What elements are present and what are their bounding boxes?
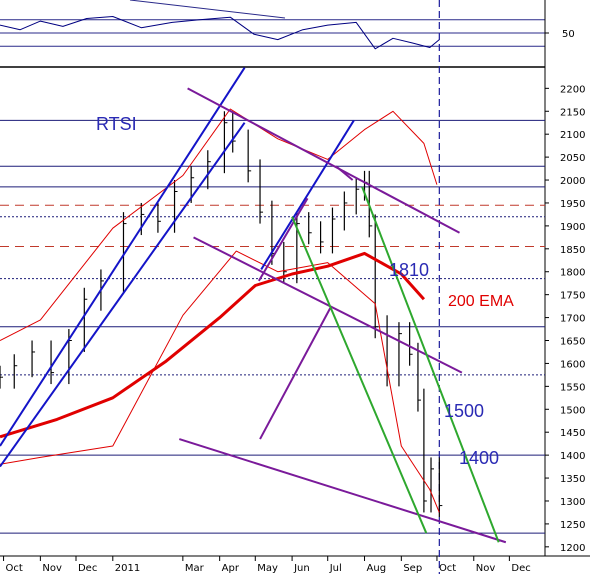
rsi-line [0, 16, 440, 50]
x-tick-label: Dec [78, 563, 97, 574]
x-tick-label: Dec [511, 563, 530, 574]
x-tick-label: Nov [476, 563, 496, 574]
y-tick-label: 1600 [560, 359, 585, 370]
y-tick-label: 2150 [560, 107, 585, 118]
purple-trendline [187, 87, 460, 234]
indicator-panel: 50 [0, 0, 575, 50]
x-tick-label: Jun [293, 563, 310, 574]
y-tick-label: 1850 [560, 245, 585, 256]
level-1810-label: 1810 [389, 260, 429, 280]
x-tick-label: Apr [222, 563, 240, 574]
purple-trendline [259, 305, 333, 440]
green-trendline [361, 186, 500, 543]
x-axis: Oct Nov Dec 2011 Mar Apr May Jun Jul Aug Sep Oct Nov… [3, 556, 531, 574]
y-tick-label: 1700 [560, 314, 585, 325]
level-1400-label: 1400 [459, 448, 499, 468]
x-tick-label: Oct [6, 563, 23, 574]
y-axis: 2200 2150 2100 2050 2000 1950 1900 1850 1800 1750… [545, 84, 585, 554]
y-tick-label: 1900 [560, 222, 585, 233]
ema-label: 200 EMA [448, 293, 514, 310]
y-tick-label: 2100 [560, 130, 585, 141]
y-tick-label: 2050 [560, 153, 585, 164]
y-tick-label: 1450 [560, 428, 585, 439]
level-1500-label: 1500 [444, 401, 484, 421]
x-tick-label: Jul [329, 563, 342, 574]
x-tick-label: Oct [439, 563, 456, 574]
purple-trendline [193, 236, 463, 374]
annotations: RTSI 1810 200 EMA 1500 1400 [96, 114, 514, 468]
x-tick-label: Nov [42, 563, 62, 574]
y-tick-label: 1750 [560, 291, 585, 302]
x-tick-label: 2011 [115, 563, 140, 574]
y-tick-label: 1500 [560, 405, 585, 416]
y-tick-label: 1550 [560, 382, 585, 393]
bollinger-lower-line [0, 250, 440, 513]
blue-trendline [0, 67, 246, 447]
blue-trendline [260, 119, 355, 270]
y-tick-label: 1350 [560, 474, 585, 485]
y-tick-label: 2200 [560, 84, 585, 95]
ema-200-line [0, 251, 426, 439]
x-tick-label: Mar [185, 563, 205, 574]
y-tick-label: 1800 [560, 268, 585, 279]
y-tick-label: 1300 [560, 497, 585, 508]
y-tick-label: 1650 [560, 337, 585, 348]
x-tick-label: May [257, 563, 278, 574]
purple-trendline [335, 165, 354, 181]
bollinger-upper-line [0, 108, 438, 341]
index-name-label: RTSI [96, 114, 137, 134]
y-tick-label: 1400 [560, 451, 585, 462]
blue-trendline [0, 122, 246, 468]
x-tick-label: Aug [367, 563, 387, 574]
purple-trendline [178, 438, 507, 544]
x-tick-label: Sep [403, 563, 422, 574]
y-tick-label: 1950 [560, 199, 585, 210]
green-trendline [291, 216, 428, 534]
y-tick-label: 2000 [560, 176, 585, 187]
y-tick-label: 1200 [560, 543, 585, 554]
purple-trendline [257, 197, 309, 282]
indicator-trend-line [129, 0, 286, 19]
y-tick-label: 1250 [560, 520, 585, 531]
indicator-tick-label: 50 [562, 29, 575, 40]
